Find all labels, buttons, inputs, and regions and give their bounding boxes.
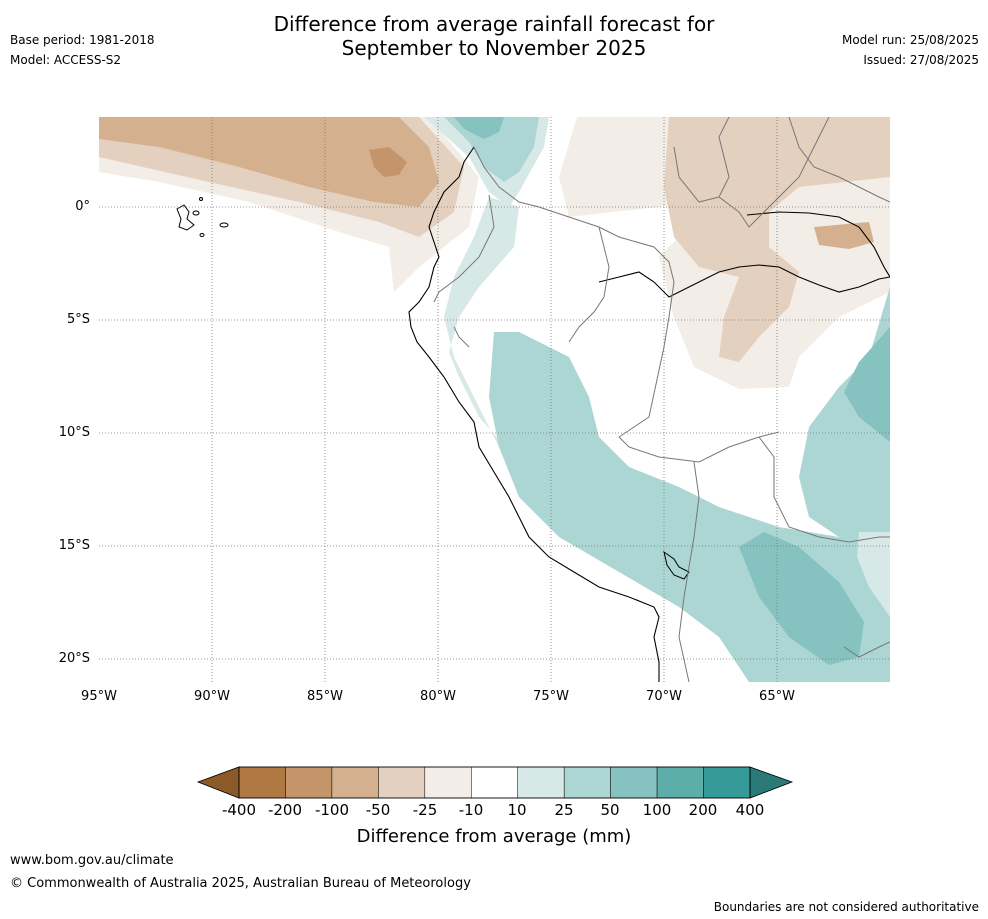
right-metadata: Model run: 25/08/2025 Issued: 27/08/2025 <box>842 33 979 73</box>
cb-tick-1: -400 <box>221 801 257 819</box>
colorbar-segment <box>238 766 286 799</box>
wet-anomaly-southeast-light <box>857 532 890 617</box>
map-title: Difference from average rainfall forecas… <box>0 12 988 60</box>
colorbar-segment <box>471 766 518 799</box>
cb-tick-6: -10 <box>458 801 484 819</box>
colorbar-extend-low <box>196 766 240 799</box>
copyright-notice: © Commonwealth of Australia 2025, Austra… <box>10 876 471 891</box>
issued-date: Issued: 27/08/2025 <box>863 53 979 67</box>
colorbar-segment <box>563 766 611 799</box>
wet-anomaly-brazil-east-core <box>844 327 890 442</box>
colorbar-label: Difference from average (mm) <box>356 826 632 847</box>
lon-label-80w: 80°W <box>420 689 456 704</box>
amazon-river <box>598 264 890 298</box>
dry-anomaly-ocean-core <box>369 147 407 177</box>
base-period: Base period: 1981-2018 <box>10 33 155 47</box>
cb-tick-7: 10 <box>507 801 527 819</box>
rainfall-anomaly-map <box>99 117 890 682</box>
lat-label-20s: 20°S <box>58 651 90 666</box>
wet-anomaly-north-core <box>454 117 504 139</box>
dry-anomaly-ocean-strong <box>99 117 439 207</box>
colorbar-segment <box>656 766 704 799</box>
colorbar-segment <box>285 766 333 799</box>
lon-label-95w: 95°W <box>81 689 117 704</box>
title-line-1: Difference from average rainfall forecas… <box>273 12 715 36</box>
lon-label-85w: 85°W <box>307 689 343 704</box>
cb-tick-4: -50 <box>365 801 391 819</box>
cb-tick-3: -100 <box>314 801 350 819</box>
cb-tick-2: -200 <box>267 801 303 819</box>
colorbar-segment <box>424 766 472 799</box>
colorbar-segment <box>378 766 426 799</box>
lat-label-15s: 15°S <box>58 538 90 553</box>
wet-anomaly-north-mid <box>444 117 539 182</box>
lake-titicaca <box>663 550 690 580</box>
lat-label-10s: 10°S <box>58 425 90 440</box>
cb-tick-8: 25 <box>554 801 574 819</box>
galapagos-islands <box>176 197 229 237</box>
cb-tick-12: 400 <box>735 801 765 819</box>
lon-label-75w: 75°W <box>533 689 569 704</box>
colorbar-frame <box>238 766 751 799</box>
coastline-north-brazil <box>746 211 890 278</box>
colorbar-extend-high <box>749 766 794 799</box>
colorbar-segment <box>703 766 751 799</box>
lon-label-90w: 90°W <box>194 689 230 704</box>
model-run: Model run: 25/08/2025 <box>841 33 979 47</box>
lat-label-5s: 5°S <box>66 312 90 327</box>
wet-anomaly-bolivia-core <box>739 532 864 665</box>
cb-tick-11: 200 <box>688 801 718 819</box>
cb-tick-9: 50 <box>600 801 620 819</box>
colorbar-segment <box>331 766 379 799</box>
cb-tick-10: 100 <box>642 801 672 819</box>
colorbar-segment <box>610 766 658 799</box>
boundaries-disclaimer: Boundaries are not considered authoritat… <box>713 900 979 914</box>
dry-anomaly-amazon-core <box>814 222 874 249</box>
lat-label-0: 0° <box>75 199 90 214</box>
country-borders <box>433 117 890 682</box>
colorbar <box>196 766 794 799</box>
left-metadata: Base period: 1981-2018 Model: ACCESS-S2 <box>10 33 155 73</box>
dry-anomaly-amazon-mid <box>664 117 890 362</box>
website-url: www.bom.gov.au/climate <box>10 853 174 868</box>
coastline <box>408 146 660 682</box>
lon-label-65w: 65°W <box>759 689 795 704</box>
cb-tick-5: -25 <box>412 801 438 819</box>
colorbar-segments <box>238 766 751 799</box>
title-line-2: September to November 2025 <box>341 36 647 60</box>
lon-label-70w: 70°W <box>646 689 682 704</box>
colorbar-segment <box>517 766 565 799</box>
model-name: Model: ACCESS-S2 <box>10 53 122 67</box>
graticule <box>99 117 890 682</box>
wet-anomaly-brazil-east <box>799 287 890 537</box>
